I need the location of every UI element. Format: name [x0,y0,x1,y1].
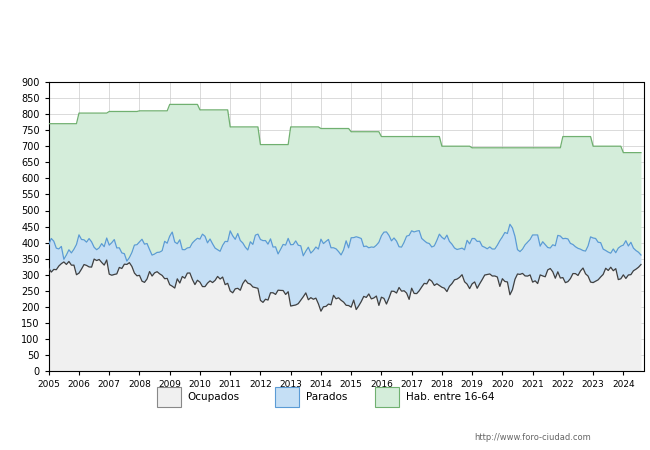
Bar [276,387,298,407]
Text: Parados: Parados [306,392,347,402]
Bar [157,387,181,407]
Text: Corral de Calatrava - Evolucion de la poblacion en edad de Trabajar Agosto de 20: Corral de Calatrava - Evolucion de la po… [64,14,586,23]
Text: http://www.foro-ciudad.com: http://www.foro-ciudad.com [474,433,592,442]
Bar [376,387,398,407]
Text: Ocupados: Ocupados [188,392,240,402]
Text: Hab. entre 16-64: Hab. entre 16-64 [406,392,494,402]
